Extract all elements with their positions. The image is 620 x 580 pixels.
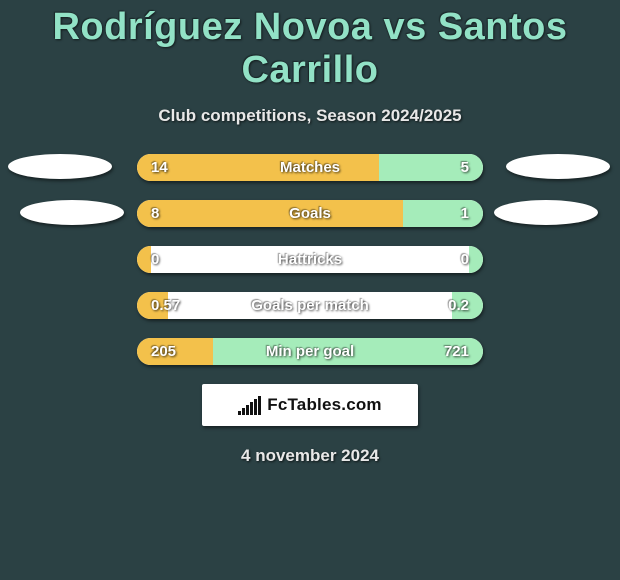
player-ellipse-left bbox=[8, 154, 112, 179]
stat-label: Hattricks bbox=[137, 246, 483, 273]
stat-row: 14Matches5 bbox=[0, 154, 620, 182]
stat-label: Goals bbox=[137, 200, 483, 227]
stat-row: 205Min per goal721 bbox=[0, 338, 620, 366]
branding-text: FcTables.com bbox=[267, 395, 382, 415]
stat-row: 8Goals1 bbox=[0, 200, 620, 228]
page-title: Rodríguez Novoa vs Santos Carrillo bbox=[0, 0, 620, 92]
player-ellipse-right bbox=[506, 154, 610, 179]
branding-badge: FcTables.com bbox=[202, 384, 418, 426]
stat-label: Min per goal bbox=[137, 338, 483, 365]
stats-rows: 14Matches5 8Goals1 0Hattricks0 0.57Goals pe… bbox=[0, 154, 620, 366]
stat-label: Matches bbox=[137, 154, 483, 181]
h2h-infographic: Rodríguez Novoa vs Santos Carrillo Club … bbox=[0, 0, 620, 466]
player-ellipse-left bbox=[20, 200, 124, 225]
stat-value-right: 721 bbox=[444, 338, 469, 365]
stat-row: 0.57Goals per match0.2 bbox=[0, 292, 620, 320]
stat-bar: 205Min per goal721 bbox=[137, 338, 483, 365]
stat-bar: 0.57Goals per match0.2 bbox=[137, 292, 483, 319]
date-label: 4 november 2024 bbox=[0, 446, 620, 466]
stat-label: Goals per match bbox=[137, 292, 483, 319]
stat-value-right: 5 bbox=[461, 154, 469, 181]
stat-value-right: 0 bbox=[461, 246, 469, 273]
branding-bars-icon bbox=[238, 396, 261, 415]
player-ellipse-right bbox=[494, 200, 598, 225]
stat-bar: 8Goals1 bbox=[137, 200, 483, 227]
stat-bar: 14Matches5 bbox=[137, 154, 483, 181]
stat-value-right: 1 bbox=[461, 200, 469, 227]
page-subtitle: Club competitions, Season 2024/2025 bbox=[0, 106, 620, 126]
stat-bar: 0Hattricks0 bbox=[137, 246, 483, 273]
stat-row: 0Hattricks0 bbox=[0, 246, 620, 274]
stat-value-right: 0.2 bbox=[448, 292, 469, 319]
